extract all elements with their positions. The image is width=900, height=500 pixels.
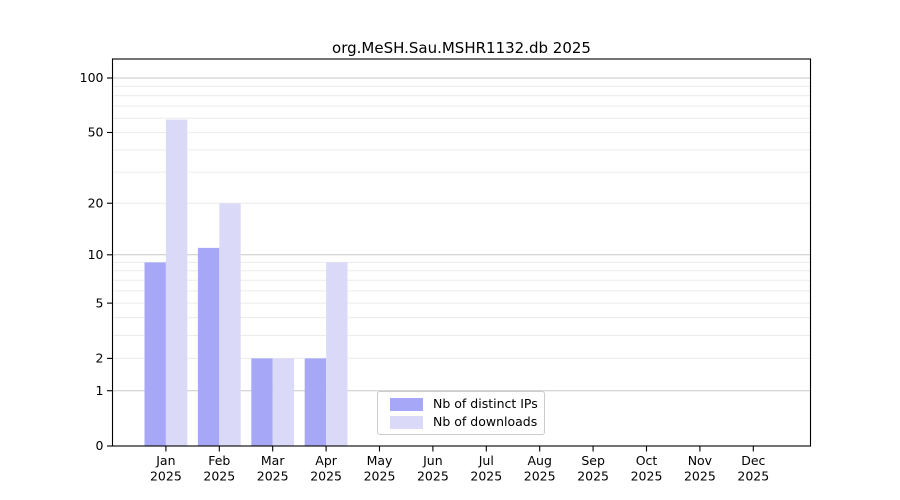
y-tick-label: 100 (80, 70, 104, 85)
x-tick-label-year: 2025 (150, 469, 182, 484)
x-tick-label-month: Sep (581, 453, 605, 468)
x-tick-label-month: Oct (636, 453, 658, 468)
y-tick-label: 1 (96, 383, 104, 398)
y-tick-label: 50 (88, 125, 104, 140)
x-tick-label-month: Apr (315, 453, 337, 468)
x-tick-label-year: 2025 (684, 469, 716, 484)
x-tick-label-month: Jan (155, 453, 175, 468)
x-tick-label-year: 2025 (470, 469, 502, 484)
plot-frame (111, 58, 812, 447)
legend-item-distinct-ips: Nb of distinct IPs (378, 395, 544, 411)
x-tick-label-year: 2025 (310, 469, 342, 484)
y-axis-ticks: 0 1 2 5 10 20 50 100 (80, 70, 113, 453)
x-tick-label-month: Aug (527, 453, 551, 468)
x-tick-label-year: 2025 (577, 469, 609, 484)
y-tick-label: 20 (88, 195, 104, 210)
legend: Nb of distinct IPs Nb of downloads (377, 391, 545, 435)
x-axis-ticks: Jan2025Feb2025Mar2025Apr2025May2025Jun20… (150, 446, 769, 484)
x-tick-label-year: 2025 (631, 469, 663, 484)
x-tick-label-month: Jul (478, 453, 494, 468)
bar-distinct-ips-feb (197, 247, 220, 446)
y-tick-label: 0 (96, 438, 104, 453)
bar-downloads-jan (165, 119, 188, 446)
gridlines (112, 77, 811, 392)
bar-distinct-ips-jan (144, 262, 166, 446)
y-tick-label: 10 (88, 247, 104, 262)
x-tick-label-year: 2025 (417, 469, 449, 484)
x-tick-label-month: Mar (261, 453, 285, 468)
x-tick-label-month: May (367, 453, 393, 468)
x-tick-label-year: 2025 (737, 469, 769, 484)
legend-label-distinct-ips: Nb of distinct IPs (433, 395, 538, 411)
bar-distinct-ips-mar (251, 358, 273, 446)
axes-frame (111, 58, 812, 447)
x-tick-label-year: 2025 (203, 469, 235, 484)
legend-item-downloads: Nb of downloads (378, 413, 544, 429)
bar-distinct-ips-apr (304, 358, 327, 446)
legend-swatch-distinct-ips (390, 397, 423, 411)
bar-downloads-apr (326, 262, 348, 446)
legend-label-downloads: Nb of downloads (433, 413, 538, 429)
x-tick-label-year: 2025 (524, 469, 556, 484)
x-tick-label-month: Jun (422, 453, 443, 468)
bar-groups (144, 119, 348, 446)
y-tick-label: 2 (96, 351, 104, 366)
x-tick-label-month: Dec (741, 453, 765, 468)
x-tick-label-year: 2025 (364, 469, 396, 484)
x-tick-label-month: Nov (688, 453, 713, 468)
legend-swatch-downloads (390, 415, 423, 429)
x-tick-label-year: 2025 (257, 469, 289, 484)
y-tick-label: 5 (96, 295, 104, 310)
chart-title: org.MeSH.Sau.MSHR1132.db 2025 (332, 39, 591, 57)
x-tick-label-month: Feb (208, 453, 230, 468)
bar-downloads-feb (219, 203, 241, 446)
bar-downloads-mar (272, 358, 295, 446)
